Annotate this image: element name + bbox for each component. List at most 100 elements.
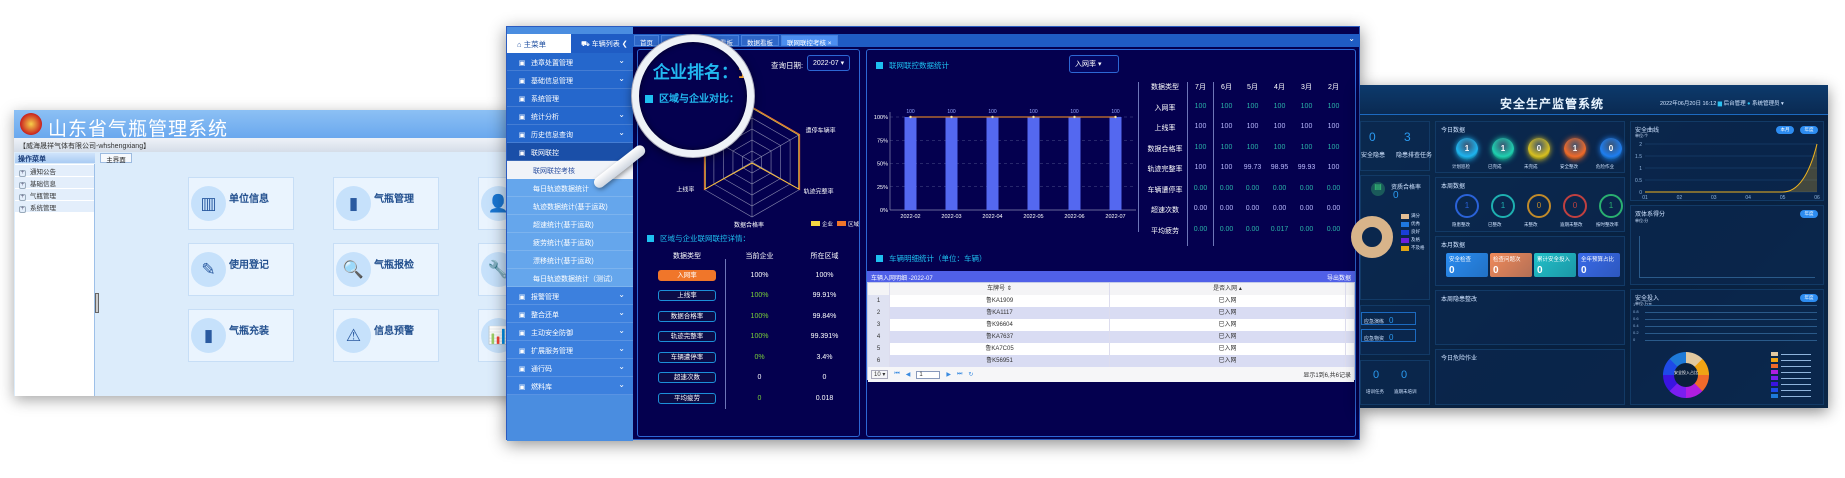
invest-year-button[interactable]: 年度 xyxy=(1800,294,1818,302)
menu-item[interactable]: ▣ 主动安全防御 ⌄ xyxy=(507,323,633,341)
menu-item[interactable]: ▣ 通行码 ⌄ xyxy=(507,359,633,377)
sidebar-collapse-handle[interactable] xyxy=(95,293,99,313)
menu-item[interactable]: ▣ 基础信息管理 ⌄ xyxy=(507,71,633,89)
data-type-button[interactable]: 超速次数 xyxy=(658,372,716,384)
score-year-button[interactable]: 年度 xyxy=(1800,210,1818,218)
tab[interactable]: 数据看板 xyxy=(741,35,779,47)
legend-swatch xyxy=(1771,376,1778,380)
main-menu-tab[interactable]: ⌂ 主菜单 xyxy=(507,34,571,53)
first-page-icon[interactable]: ⏮ xyxy=(894,371,900,377)
chevron-down-icon: ⌄ xyxy=(618,326,625,335)
expand-plus-icon[interactable]: + xyxy=(19,206,26,213)
sidebar-item[interactable]: + 系统管理 xyxy=(15,201,94,213)
menu-item[interactable]: ▣ 统计分析 ⌄ xyxy=(507,107,633,125)
curve-line xyxy=(1645,143,1818,193)
data-type-button[interactable]: 数据合格率 xyxy=(658,310,716,322)
table-row[interactable]: 6 鲁K56951 已入网 xyxy=(868,355,1354,367)
refresh-icon[interactable]: ↻ xyxy=(968,372,974,378)
region-value: 99.84% xyxy=(812,312,837,320)
data-type-button[interactable]: 平均疲劳 xyxy=(658,392,716,404)
sidebar-item-label: 通知公告 xyxy=(30,169,56,176)
submenu-item[interactable]: 每日轨迹数据统计（测试） xyxy=(507,269,633,287)
divider xyxy=(1138,82,1139,232)
stat-card[interactable]: 安全检查 0 xyxy=(1446,253,1488,277)
stat-card[interactable]: 检查问题次 0 xyxy=(1490,253,1532,277)
tab[interactable]: 首页 xyxy=(634,35,659,47)
legend-label: 及格 xyxy=(1411,237,1420,242)
stat-card[interactable]: 累计安全投入 0 xyxy=(1534,253,1576,277)
backend-link[interactable]: 后台管理 xyxy=(1723,101,1746,107)
expand-plus-icon[interactable]: + xyxy=(19,170,26,177)
data-type-button[interactable]: 轨迹完整率 xyxy=(658,331,716,343)
month-panel: 本月数据 安全检查 0 检查问题次 0 累计安全投入 0 全年预算占比 0 xyxy=(1435,236,1625,286)
x-tick-label: 2022-02 xyxy=(900,214,920,220)
sidebar-item-label: 基础信息 xyxy=(30,181,56,188)
expand-plus-icon[interactable]: + xyxy=(19,182,26,189)
tab[interactable]: 联网联控考核 × xyxy=(781,35,838,47)
submenu-item[interactable]: 轨迹数据统计(基于运政) xyxy=(507,197,633,215)
card-气瓶管理[interactable]: ▮ 气瓶管理 xyxy=(333,177,439,230)
sidebar-item-label: 气瓶管理 xyxy=(30,193,56,200)
card-气瓶充装[interactable]: ▮ 气瓶充装 xyxy=(188,309,294,362)
column-header[interactable]: 是否入网 ▴ xyxy=(1110,283,1346,295)
y-tick-label: 0 xyxy=(1633,337,1636,342)
menu-item[interactable]: ▣ 整合还单 ⌄ xyxy=(507,305,633,323)
y-tick-label: 0 xyxy=(1639,190,1642,196)
menu-item[interactable]: ▣ 报警管理 ⌄ xyxy=(507,287,633,305)
submenu-item[interactable]: 漂移统计(基于运政) xyxy=(507,251,633,269)
stats-metric-select[interactable]: 入网率 ▾ xyxy=(1069,55,1119,73)
tab-main[interactable]: 主界面 xyxy=(100,153,132,164)
card-使用登记[interactable]: ✎ 使用登记 xyxy=(188,243,294,296)
menu-item[interactable]: ▣ 违章处置管理 ⌄ xyxy=(507,53,633,71)
table-row[interactable]: 1 鲁KA1909 已入网 xyxy=(868,295,1354,307)
menu-item[interactable]: ▣ 历史信息查询 ⌄ xyxy=(507,125,633,143)
stats-value: 0.00 xyxy=(1245,184,1260,192)
vehicle-header-row: 车牌号 ⇕ 是否入网 ▴ xyxy=(868,283,1354,295)
card-气瓶报检[interactable]: 🔍 气瓶报检 xyxy=(333,243,439,296)
card-单位信息[interactable]: ▥ 单位信息 xyxy=(188,177,294,230)
page-input[interactable]: 1 xyxy=(916,370,941,379)
region-value: 99.391% xyxy=(810,333,839,341)
company-value: 0 xyxy=(757,374,762,382)
expand-plus-icon[interactable]: + xyxy=(19,194,26,201)
type-cell: 车辆遭停率 xyxy=(647,351,727,363)
page-size-select[interactable]: 10 ▾ xyxy=(871,370,889,379)
table-row[interactable]: 3 鲁K96604 已入网 xyxy=(868,319,1354,331)
submenu-item[interactable]: 超速统计(基于运政) xyxy=(507,215,633,233)
menu-item[interactable]: ▣ 系统管理 xyxy=(507,89,633,107)
table-row[interactable]: 5 鲁KA7C05 已入网 xyxy=(868,343,1354,355)
query-date-select[interactable]: 2022-07 ▾ xyxy=(807,55,851,71)
data-type-button[interactable]: 入网率 xyxy=(658,269,716,281)
stats-value: 100 xyxy=(1300,123,1313,130)
radar-axis-label: 轨迹完整率 xyxy=(804,188,834,196)
query-date-label: 查询日期: xyxy=(771,61,804,70)
menu-item[interactable]: ▣ 联网联控 xyxy=(507,143,633,161)
last-page-icon[interactable]: ⏭ xyxy=(957,371,963,377)
vehicle-list-tab[interactable]: ⛟ 车辆列表 ❮ xyxy=(573,34,633,53)
tab-dropdown-icon[interactable]: ⌄ xyxy=(1348,34,1355,43)
type-cell: 轨迹完整率 xyxy=(647,331,727,343)
stats-row: 平均疲劳 0.00 0.00 0.00 0.017 0.00 0.00 xyxy=(1143,225,1347,246)
export-button[interactable]: 导出数据 xyxy=(1326,276,1351,282)
menu-item[interactable]: ▣ 扩展服务管理 ⌄ xyxy=(507,341,633,359)
datetime: 2022年06月20日 16:12 xyxy=(1660,101,1717,107)
submenu-item[interactable]: 疲劳统计(基于运政) xyxy=(507,233,633,251)
menu-item[interactable]: ▣ 燃料库 ⌄ xyxy=(507,377,633,395)
stat-card[interactable]: 全年预算占比 0 xyxy=(1578,253,1620,277)
sidebar-item[interactable]: + 气瓶管理 xyxy=(15,189,94,201)
next-page-icon[interactable]: ▶ xyxy=(946,372,952,378)
prev-page-icon[interactable]: ◀ xyxy=(905,372,911,378)
sidebar-item[interactable]: + 通知公告 xyxy=(15,165,94,177)
curve-button-1[interactable]: 年度 xyxy=(1800,126,1818,134)
data-type-button[interactable]: 车辆遭停率 xyxy=(658,351,716,363)
table-row[interactable]: 4 鲁KA7637 已入网 xyxy=(868,331,1354,343)
submenu-item[interactable]: 每日轨迹数据统计 xyxy=(507,179,633,197)
table-row[interactable]: 2 鲁KA1117 已入网 xyxy=(868,307,1354,319)
curve-button-0[interactable]: 本月 xyxy=(1776,126,1794,134)
collapse-icon[interactable]: ❮ xyxy=(621,41,628,48)
sidebar-item[interactable]: + 基础信息 xyxy=(15,177,94,189)
user-menu[interactable]: 系统管理员 xyxy=(1751,101,1780,107)
card-信息预警[interactable]: ⚠ 信息预警 xyxy=(333,309,439,362)
data-type-button[interactable]: 上线率 xyxy=(658,290,716,302)
column-header[interactable]: 车牌号 ⇕ xyxy=(890,283,1110,295)
